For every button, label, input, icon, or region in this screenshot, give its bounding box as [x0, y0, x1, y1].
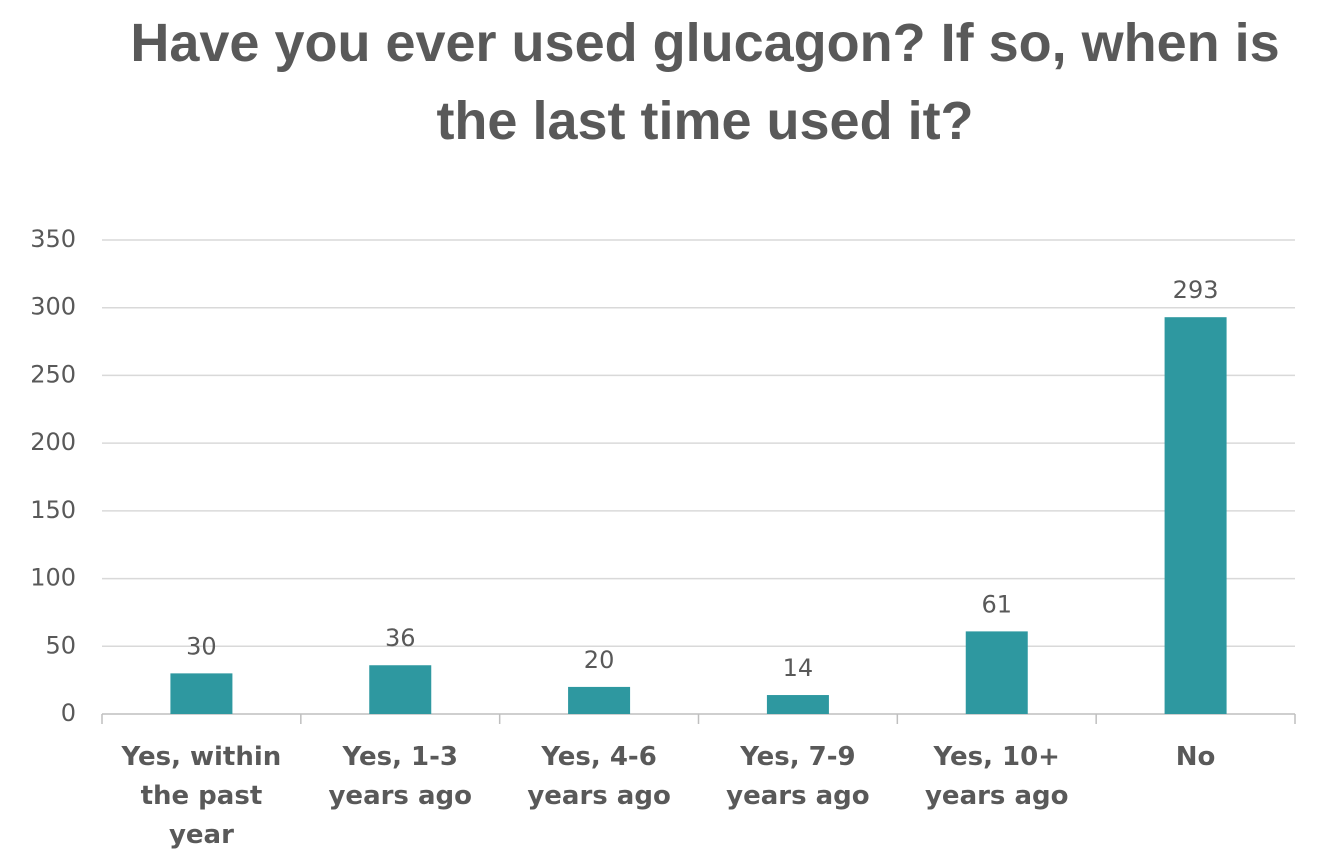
x-tick-label: Yes, 4-6 years ago — [527, 742, 671, 811]
y-tick-label: 250 — [30, 360, 76, 388]
bar — [1164, 317, 1227, 714]
x-tick-label: Yes, 7-9 years ago — [726, 742, 870, 811]
x-tick-label: Yes, within the past year — [121, 742, 282, 850]
bar — [369, 665, 432, 714]
y-tick-label: 350 — [30, 225, 76, 253]
data-label: 61 — [981, 590, 1012, 618]
y-tick-label: 300 — [30, 293, 76, 321]
x-tick-label: Yes, 1-3 years ago — [328, 742, 472, 811]
bar — [568, 686, 631, 714]
bar — [965, 631, 1028, 714]
data-label: 36 — [385, 624, 416, 652]
data-label: 20 — [584, 646, 615, 674]
data-label: 14 — [783, 654, 814, 682]
y-tick-label: 100 — [30, 564, 76, 592]
data-label: 30 — [186, 632, 217, 660]
bar — [170, 673, 233, 714]
x-tick-label: Yes, 10+ years ago — [924, 742, 1069, 811]
y-tick-label: 0 — [61, 699, 76, 727]
x-tick-label: No — [1175, 742, 1216, 772]
bar — [766, 695, 829, 714]
y-tick-label: 50 — [45, 631, 76, 659]
y-tick-label: 200 — [30, 428, 76, 456]
data-label: 293 — [1173, 276, 1219, 304]
y-tick-label: 150 — [30, 496, 76, 524]
chart-title: Have you ever used glucagon? If so, when… — [130, 13, 1280, 151]
